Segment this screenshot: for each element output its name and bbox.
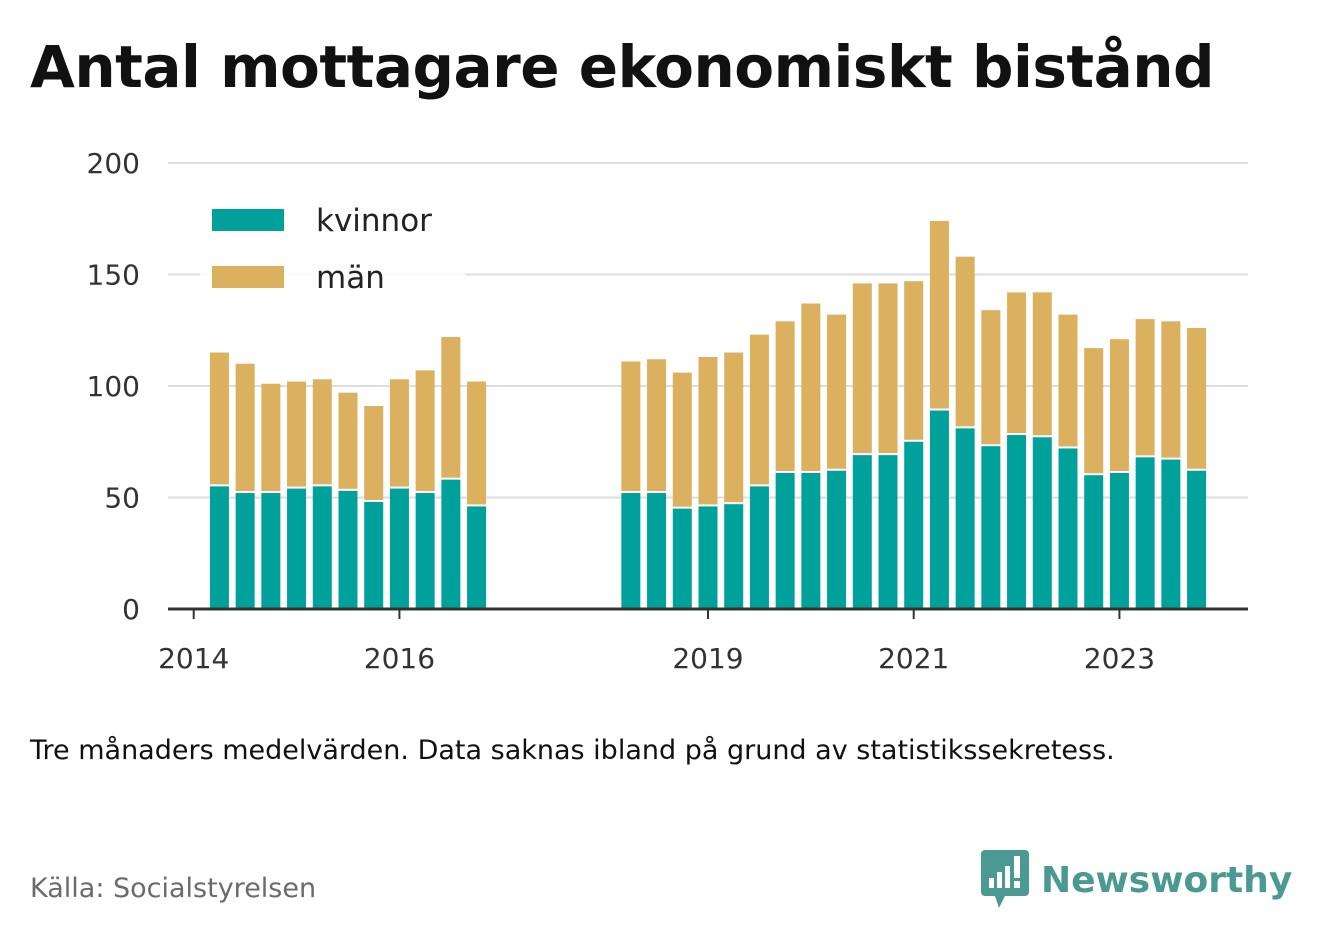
bar-man <box>672 372 692 507</box>
bar-kvinnor <box>647 493 667 609</box>
bar-man <box>775 321 795 471</box>
legend: kvinnor män <box>200 196 465 302</box>
bar-kvinnor <box>1084 475 1104 609</box>
bar-man <box>209 352 229 485</box>
chart-note: Tre månaders medelvärden. Data saknas ib… <box>30 735 1115 766</box>
bar-kvinnor <box>441 479 461 609</box>
bar-man <box>621 361 641 492</box>
newsworthy-logo-icon <box>981 850 1029 908</box>
legend-label: kvinnor <box>316 203 432 239</box>
bar-man <box>724 352 744 503</box>
legend-label: män <box>316 260 385 296</box>
legend-swatch <box>212 209 284 231</box>
bar-kvinnor <box>801 472 821 609</box>
bar-kvinnor <box>929 410 949 609</box>
y-tick-label: 50 <box>104 482 140 515</box>
bar-man <box>261 383 281 492</box>
newsworthy-brand: Newsworthy <box>981 850 1292 910</box>
legend-swatch <box>212 266 284 288</box>
bar-man <box>1109 339 1129 471</box>
bar-kvinnor <box>312 486 332 609</box>
bar-man <box>312 379 332 485</box>
bar-kvinnor <box>209 486 229 609</box>
bar-kvinnor <box>955 428 975 609</box>
bar-man <box>904 281 924 440</box>
bar-man <box>647 359 667 492</box>
bar-kvinnor <box>1058 448 1078 609</box>
bar-kvinnor <box>389 488 409 609</box>
bar-man <box>1161 321 1181 458</box>
bars <box>209 220 1207 609</box>
bar-kvinnor <box>1161 459 1181 609</box>
bar-chart: 0 50 100 150 200 2014 2016 2019 2021 2023 kvinnor… <box>87 147 1248 675</box>
bar-kvinnor <box>287 488 307 609</box>
bar-man <box>1187 328 1207 469</box>
y-tick-label: 200 <box>87 147 140 180</box>
bar-man <box>1032 292 1052 436</box>
bar-man <box>981 310 1001 445</box>
bar-kvinnor <box>698 506 718 609</box>
x-tick-label: 2021 <box>878 642 949 675</box>
bar-kvinnor <box>261 493 281 609</box>
bar-man <box>801 303 821 471</box>
bar-man <box>338 392 358 489</box>
bar-man <box>1007 292 1027 434</box>
axes: 0 50 100 150 200 2014 2016 2019 2021 2023 <box>87 147 1248 675</box>
bar-kvinnor <box>981 446 1001 609</box>
bar-man <box>389 379 409 487</box>
chart-title: Antal mottagare ekonomiskt bistånd <box>30 33 1215 101</box>
bar-kvinnor <box>878 455 898 609</box>
bar-man <box>1135 319 1155 456</box>
bar-man <box>929 220 949 409</box>
bar-kvinnor <box>1187 470 1207 609</box>
bar-kvinnor <box>338 490 358 609</box>
bar-kvinnor <box>724 504 744 609</box>
bar-kvinnor <box>1135 457 1155 609</box>
bar-kvinnor <box>827 470 847 609</box>
x-tick-label: 2023 <box>1084 642 1155 675</box>
bar-kvinnor <box>415 493 435 609</box>
bar-kvinnor <box>1032 437 1052 609</box>
bar-man <box>749 334 769 485</box>
y-tick-label: 0 <box>122 593 140 626</box>
bar-man <box>467 381 487 505</box>
bar-man <box>1084 348 1104 474</box>
bar-man <box>1058 314 1078 447</box>
y-tick-label: 100 <box>87 370 140 403</box>
bar-kvinnor <box>852 455 872 609</box>
bar-man <box>235 363 255 492</box>
bar-kvinnor <box>621 493 641 609</box>
bar-kvinnor <box>775 472 795 609</box>
x-tick-label: 2016 <box>364 642 435 675</box>
bar-man <box>415 370 435 492</box>
bar-man <box>852 283 872 454</box>
bar-kvinnor <box>672 508 692 609</box>
bar-man <box>698 357 718 505</box>
bar-man <box>287 381 307 487</box>
bar-kvinnor <box>1007 435 1027 609</box>
bar-man <box>955 256 975 427</box>
y-tick-label: 150 <box>87 259 140 292</box>
bar-kvinnor <box>1109 472 1129 609</box>
x-tick-label: 2019 <box>672 642 743 675</box>
bar-man <box>827 314 847 469</box>
brand-name: Newsworthy <box>1041 859 1293 901</box>
bar-kvinnor <box>364 501 384 609</box>
bar-kvinnor <box>235 493 255 609</box>
bar-kvinnor <box>904 441 924 609</box>
bar-kvinnor <box>467 506 487 609</box>
bar-man <box>441 336 461 478</box>
bar-man <box>364 406 384 500</box>
x-tick-label: 2014 <box>158 642 229 675</box>
bar-kvinnor <box>749 486 769 609</box>
bar-man <box>878 283 898 454</box>
source-text: Källa: Socialstyrelsen <box>30 873 317 904</box>
